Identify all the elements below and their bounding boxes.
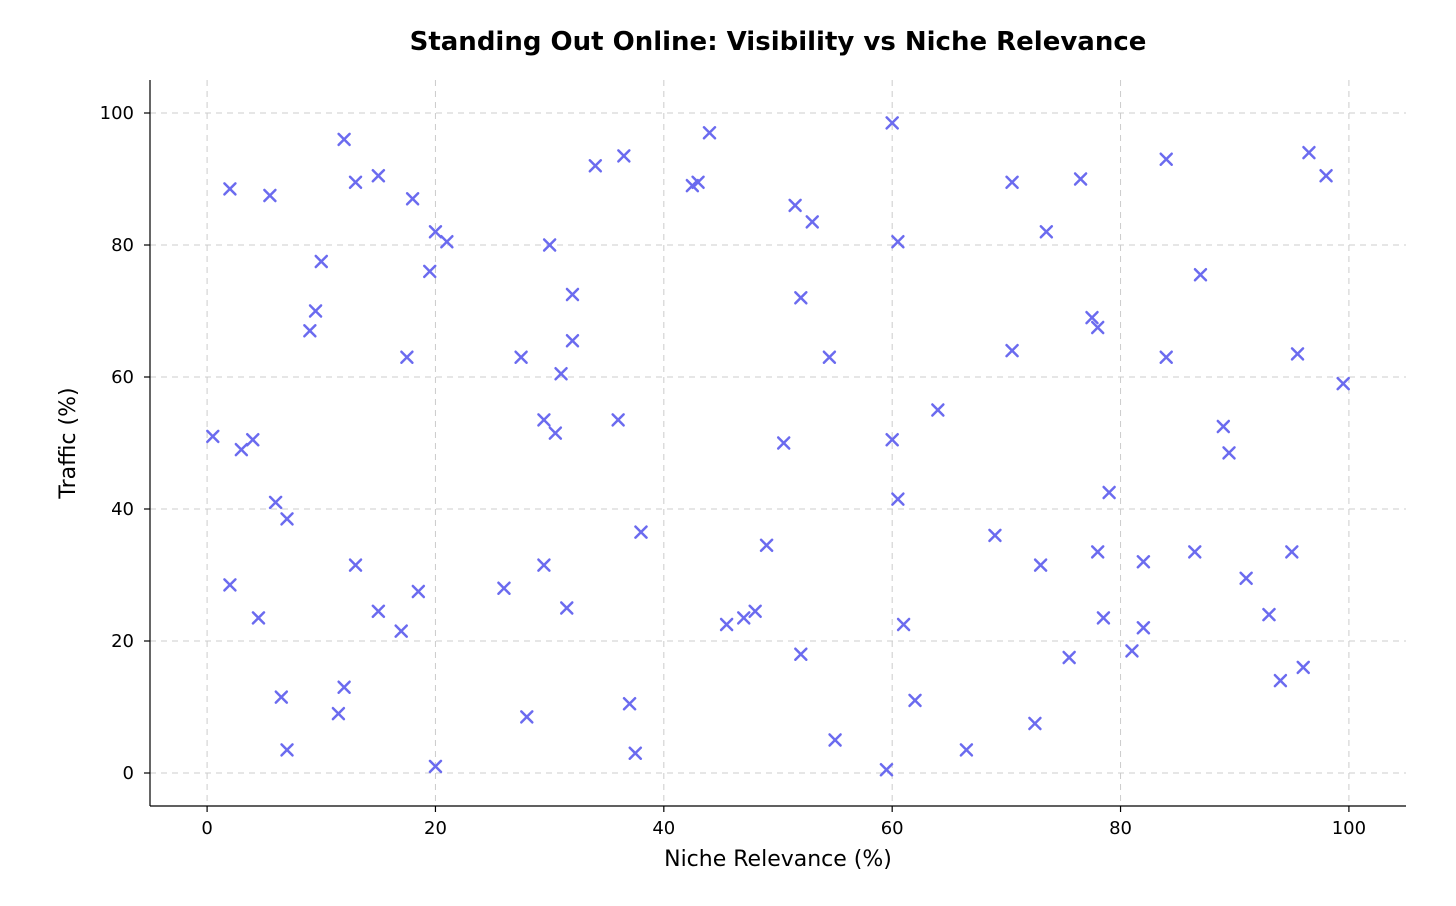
x-tick-label: 60 [881,818,904,839]
x-tick-label: 40 [652,818,675,839]
y-tick-label: 0 [123,763,134,784]
x-tick-label: 100 [1332,818,1366,839]
x-axis-label: Niche Relevance (%) [664,847,892,872]
chart-title: Standing Out Online: Visibility vs Niche… [410,27,1147,57]
y-tick-label: 20 [111,631,134,652]
x-tick-label: 20 [424,818,447,839]
y-tick-label: 80 [111,235,134,256]
x-tick-label: 0 [201,818,212,839]
chart-svg: 0 20 40 60 80 100 0 20 40 60 80 100 Niche Relevance … [0,0,1456,906]
y-tick-label: 60 [111,367,134,388]
x-tick-label: 80 [1109,818,1132,839]
y-tick-label: 100 [100,103,134,124]
scatter-chart: 0 20 40 60 80 100 0 20 40 60 80 100 Niche Relevance … [0,0,1456,906]
y-axis-label: Traffic (%) [56,387,81,499]
y-tick-label: 40 [111,499,134,520]
